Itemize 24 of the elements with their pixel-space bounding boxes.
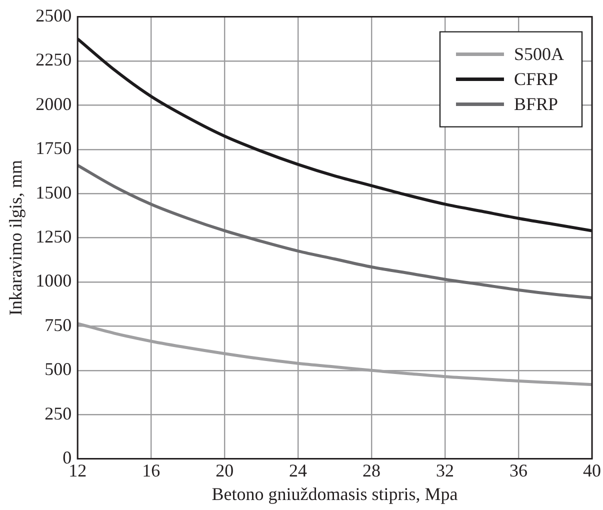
y-tick-label: 2500 xyxy=(36,6,72,26)
y-tick-label: 1500 xyxy=(36,182,72,202)
line-series xyxy=(78,164,592,300)
x-tick-label: 32 xyxy=(436,460,454,480)
y-tick-label: 1000 xyxy=(36,270,72,291)
y-tick-label: 0 xyxy=(62,448,72,468)
y-tick-label: 1250 xyxy=(36,226,72,247)
y-tick-label: 250 xyxy=(44,403,72,424)
x-tick-label: 40 xyxy=(583,460,601,480)
x-tick-label: 28 xyxy=(362,460,381,480)
x-axis-title: Betono gniuždomasis stipris, Mpa xyxy=(212,484,458,504)
x-tick-label: 16 xyxy=(142,460,160,480)
legend-label: CFRP xyxy=(514,69,558,90)
y-tick-label: 2250 xyxy=(36,50,72,70)
x-tick-label: 36 xyxy=(510,460,528,480)
legend-label: S500A xyxy=(514,44,564,64)
y-tick-label: 1750 xyxy=(36,138,72,158)
x-tick-label: 24 xyxy=(289,460,308,480)
y-tick-label: 2000 xyxy=(36,94,72,114)
y-tick-label: 750 xyxy=(44,314,72,335)
y-axis-title: Inkaravimo ilgis, mm xyxy=(6,160,26,316)
y-tick-label: 500 xyxy=(44,359,72,380)
legend-label: BFRP xyxy=(514,94,558,114)
x-tick-label: 20 xyxy=(216,460,234,480)
